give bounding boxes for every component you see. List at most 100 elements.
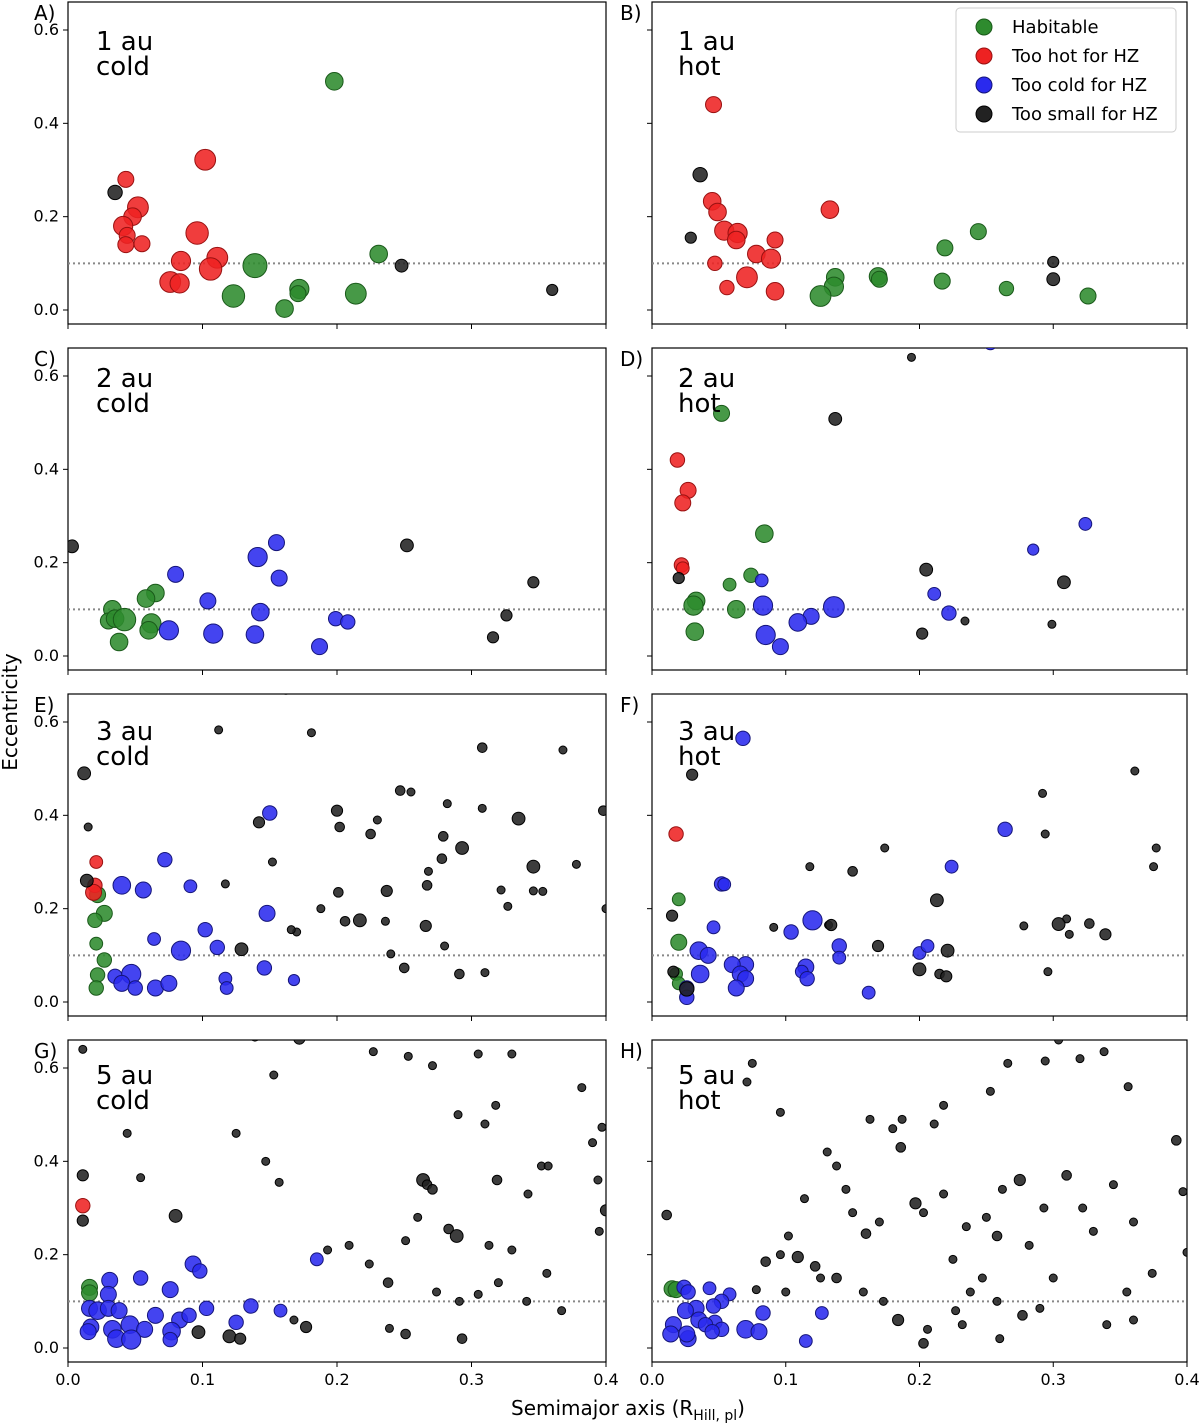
x-tick-label: 0.1	[773, 1370, 798, 1389]
panel-f: F) 3 au hot	[620, 693, 1188, 1021]
point-too-small	[918, 1338, 929, 1349]
point-too-cold	[270, 569, 288, 587]
point-habitable	[275, 299, 294, 318]
point-too-small	[841, 1184, 851, 1194]
point-too-cold	[1078, 517, 1093, 531]
point-too-small	[847, 866, 858, 877]
point-too-hot	[89, 855, 104, 869]
y-ticks: 0.0 0.2 0.4 0.6	[34, 20, 68, 319]
point-too-small	[365, 828, 376, 840]
point-too-cold	[754, 573, 769, 588]
point-too-cold	[1027, 543, 1040, 556]
point-too-small	[401, 1236, 411, 1246]
point-too-small	[571, 859, 581, 869]
point-too-small	[906, 352, 916, 362]
point-too-cold	[192, 1263, 208, 1279]
point-habitable	[722, 577, 737, 592]
panel-letter: A)	[34, 1, 55, 25]
point-too-small	[394, 785, 406, 796]
legend-marker-habitable	[975, 18, 993, 36]
point-too-small	[1017, 1310, 1028, 1321]
point-too-small	[1013, 1173, 1026, 1187]
point-too-small	[874, 1217, 884, 1227]
point-habitable	[96, 952, 113, 968]
point-too-small	[503, 901, 513, 911]
legend-label-too-small: Too small for HZ	[1011, 104, 1158, 125]
point-too-hot	[75, 1197, 91, 1214]
point-too-small	[261, 1156, 271, 1166]
point-habitable	[755, 524, 774, 544]
point-too-small	[929, 893, 944, 908]
point-too-small	[107, 184, 123, 201]
point-too-cold	[136, 1320, 154, 1338]
point-too-small	[825, 918, 838, 932]
point-too-small	[1047, 619, 1057, 629]
point-too-cold	[717, 877, 732, 892]
point-too-small	[1039, 1203, 1049, 1213]
y-ticks: 0.0 0.2 0.4 0.6	[34, 712, 68, 1011]
x-tick-label: 0.3	[1041, 1370, 1066, 1389]
point-too-cold	[162, 1331, 178, 1348]
panel-title-line2: cold	[96, 52, 150, 82]
point-habitable	[81, 1284, 99, 1302]
point-too-small	[588, 1138, 598, 1148]
point-too-small	[454, 1296, 464, 1306]
point-too-small	[68, 539, 79, 554]
point-too-cold	[690, 964, 710, 984]
point-too-small	[527, 576, 540, 589]
point-too-small	[988, 1017, 996, 1025]
panel-title-line1: 3 au	[96, 717, 153, 747]
point-too-cold	[799, 970, 815, 987]
point-habitable	[1079, 287, 1097, 305]
point-too-hot	[708, 202, 727, 222]
point-habitable	[870, 270, 888, 288]
y-axis-title: Eccentricity	[0, 653, 22, 771]
point-too-small	[400, 1328, 411, 1340]
x-tick-label: 0.4	[1174, 1370, 1199, 1389]
y-tick-label: 0.0	[34, 646, 59, 665]
x-axis-title: Semimajor axis (RHill, pl)	[511, 1396, 745, 1424]
point-habitable	[726, 600, 746, 619]
point-too-small	[286, 925, 296, 935]
point-too-small	[888, 1124, 898, 1134]
point-too-small	[403, 1051, 413, 1061]
point-habitable	[670, 933, 688, 951]
point-too-cold	[997, 821, 1013, 838]
point-too-small	[352, 913, 367, 928]
point-too-small	[557, 1306, 567, 1316]
x-axis-title-subscript: Hill, pl	[693, 1408, 737, 1424]
point-too-small	[957, 1320, 967, 1330]
point-too-cold	[755, 1305, 771, 1321]
panel-g: 0.0 0.2 0.4 0.6 0.0 0.1 0.2 0.3 0.4 G) 5 au col…	[34, 1039, 619, 1389]
point-too-small	[364, 1259, 374, 1269]
y-tick-label: 0.2	[34, 553, 59, 572]
point-too-cold	[927, 587, 942, 601]
point-too-small	[1057, 575, 1071, 590]
point-too-small	[1129, 1217, 1138, 1227]
point-habitable	[671, 892, 686, 907]
point-too-small	[1084, 918, 1095, 929]
point-too-small	[267, 857, 277, 867]
point-too-cold	[258, 904, 276, 922]
point-too-small	[480, 1119, 490, 1129]
point-too-cold	[146, 1306, 164, 1324]
legend-item-habitable: Habitable	[975, 17, 1099, 38]
panel-title-line1: 1 au	[96, 27, 153, 57]
point-too-hot	[760, 248, 782, 269]
y-tick-label: 0.0	[34, 1338, 59, 1357]
point-too-small	[334, 821, 345, 833]
point-too-cold	[243, 1298, 259, 1314]
point-too-small	[283, 694, 289, 695]
point-too-small	[1171, 1135, 1182, 1146]
x-ticks	[651, 324, 1188, 329]
point-too-cold	[340, 614, 356, 630]
point-too-small	[769, 922, 779, 932]
point-too-small	[684, 231, 697, 244]
point-too-cold	[134, 881, 152, 899]
point-too-hot	[170, 250, 192, 272]
legend-item-too-hot: Too hot for HZ	[975, 46, 1139, 67]
point-too-cold	[209, 939, 225, 956]
point-too-cold	[157, 851, 173, 868]
panel-letter: D)	[620, 347, 643, 371]
point-too-small	[751, 1285, 761, 1295]
